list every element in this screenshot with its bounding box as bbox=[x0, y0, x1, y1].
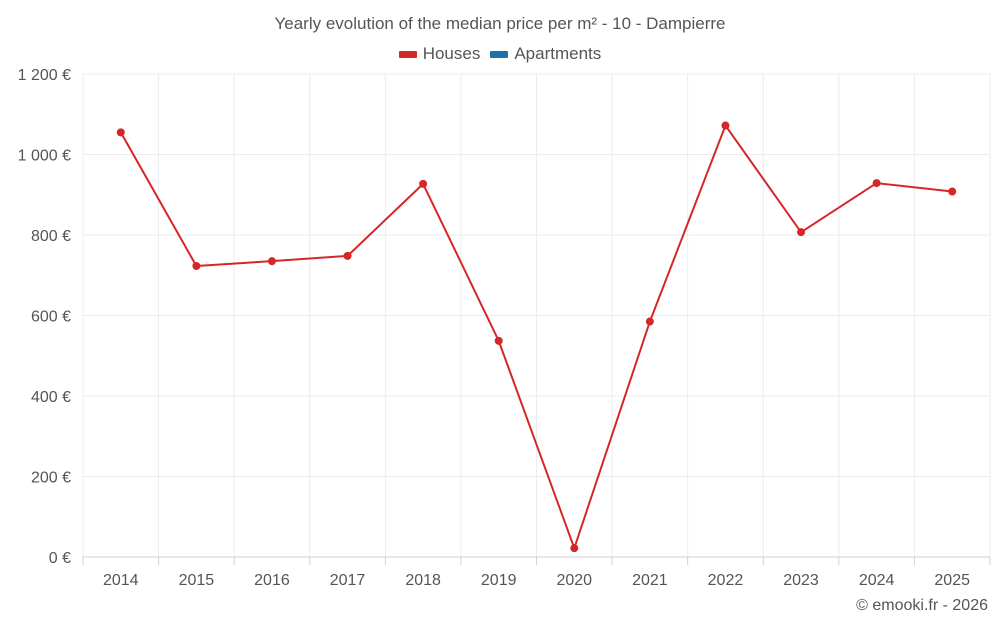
data-point-houses bbox=[872, 179, 881, 188]
x-tick-label: 2016 bbox=[254, 572, 290, 589]
legend-label-apartments: Apartments bbox=[514, 44, 602, 63]
chart-title: Yearly evolution of the median price per… bbox=[274, 14, 726, 33]
y-tick-label: 600 € bbox=[31, 309, 71, 326]
axes: 0 € 200 € 400 € 600 € 800 € 1 000 € 1 200 € 201… bbox=[18, 67, 991, 589]
x-tick-label: 2023 bbox=[783, 572, 819, 589]
grid bbox=[82, 73, 991, 557]
data-point-houses bbox=[116, 128, 125, 137]
data-point-houses bbox=[721, 121, 730, 130]
y-tick-label: 200 € bbox=[31, 470, 71, 487]
y-tick-label: 800 € bbox=[31, 228, 71, 245]
x-tick-label: 2017 bbox=[330, 572, 366, 589]
x-tick-label: 2015 bbox=[179, 572, 215, 589]
x-tick-label: 2020 bbox=[556, 572, 592, 589]
y-tick-label: 1 200 € bbox=[18, 67, 71, 84]
series-line-houses bbox=[119, 124, 953, 550]
data-point-houses bbox=[419, 179, 428, 188]
data-point-houses bbox=[948, 187, 957, 196]
data-point-houses bbox=[494, 336, 503, 345]
legend-item-houses[interactable]: Houses bbox=[398, 44, 481, 64]
x-tick-label: 2024 bbox=[859, 572, 895, 589]
y-tick-label: 400 € bbox=[31, 389, 71, 406]
data-point-houses bbox=[343, 251, 352, 260]
legend-swatch-houses bbox=[398, 50, 417, 58]
x-tick-label: 2014 bbox=[103, 572, 139, 589]
data-point-houses bbox=[267, 257, 276, 266]
x-tick-label: 2021 bbox=[632, 572, 668, 589]
legend-item-apartments[interactable]: Apartments bbox=[490, 44, 601, 64]
series bbox=[116, 121, 957, 553]
data-point-houses bbox=[645, 317, 654, 326]
x-tick-label: 2019 bbox=[481, 572, 517, 589]
data-point-houses bbox=[797, 228, 806, 237]
x-tick-label: 2018 bbox=[405, 572, 441, 589]
chart-legend: Houses Apartments bbox=[0, 44, 1000, 64]
data-point-houses bbox=[192, 261, 201, 270]
x-tick-label: 2025 bbox=[934, 572, 970, 589]
legend-label-houses: Houses bbox=[422, 44, 481, 63]
legend-swatch-apartments bbox=[490, 50, 509, 58]
y-tick-label: 0 € bbox=[49, 550, 71, 567]
x-tick-label: 2022 bbox=[708, 572, 744, 589]
credit-text: © emooki.fr - 2026 bbox=[856, 597, 988, 614]
data-point-houses bbox=[570, 544, 579, 553]
y-tick-label: 1 000 € bbox=[18, 148, 71, 165]
